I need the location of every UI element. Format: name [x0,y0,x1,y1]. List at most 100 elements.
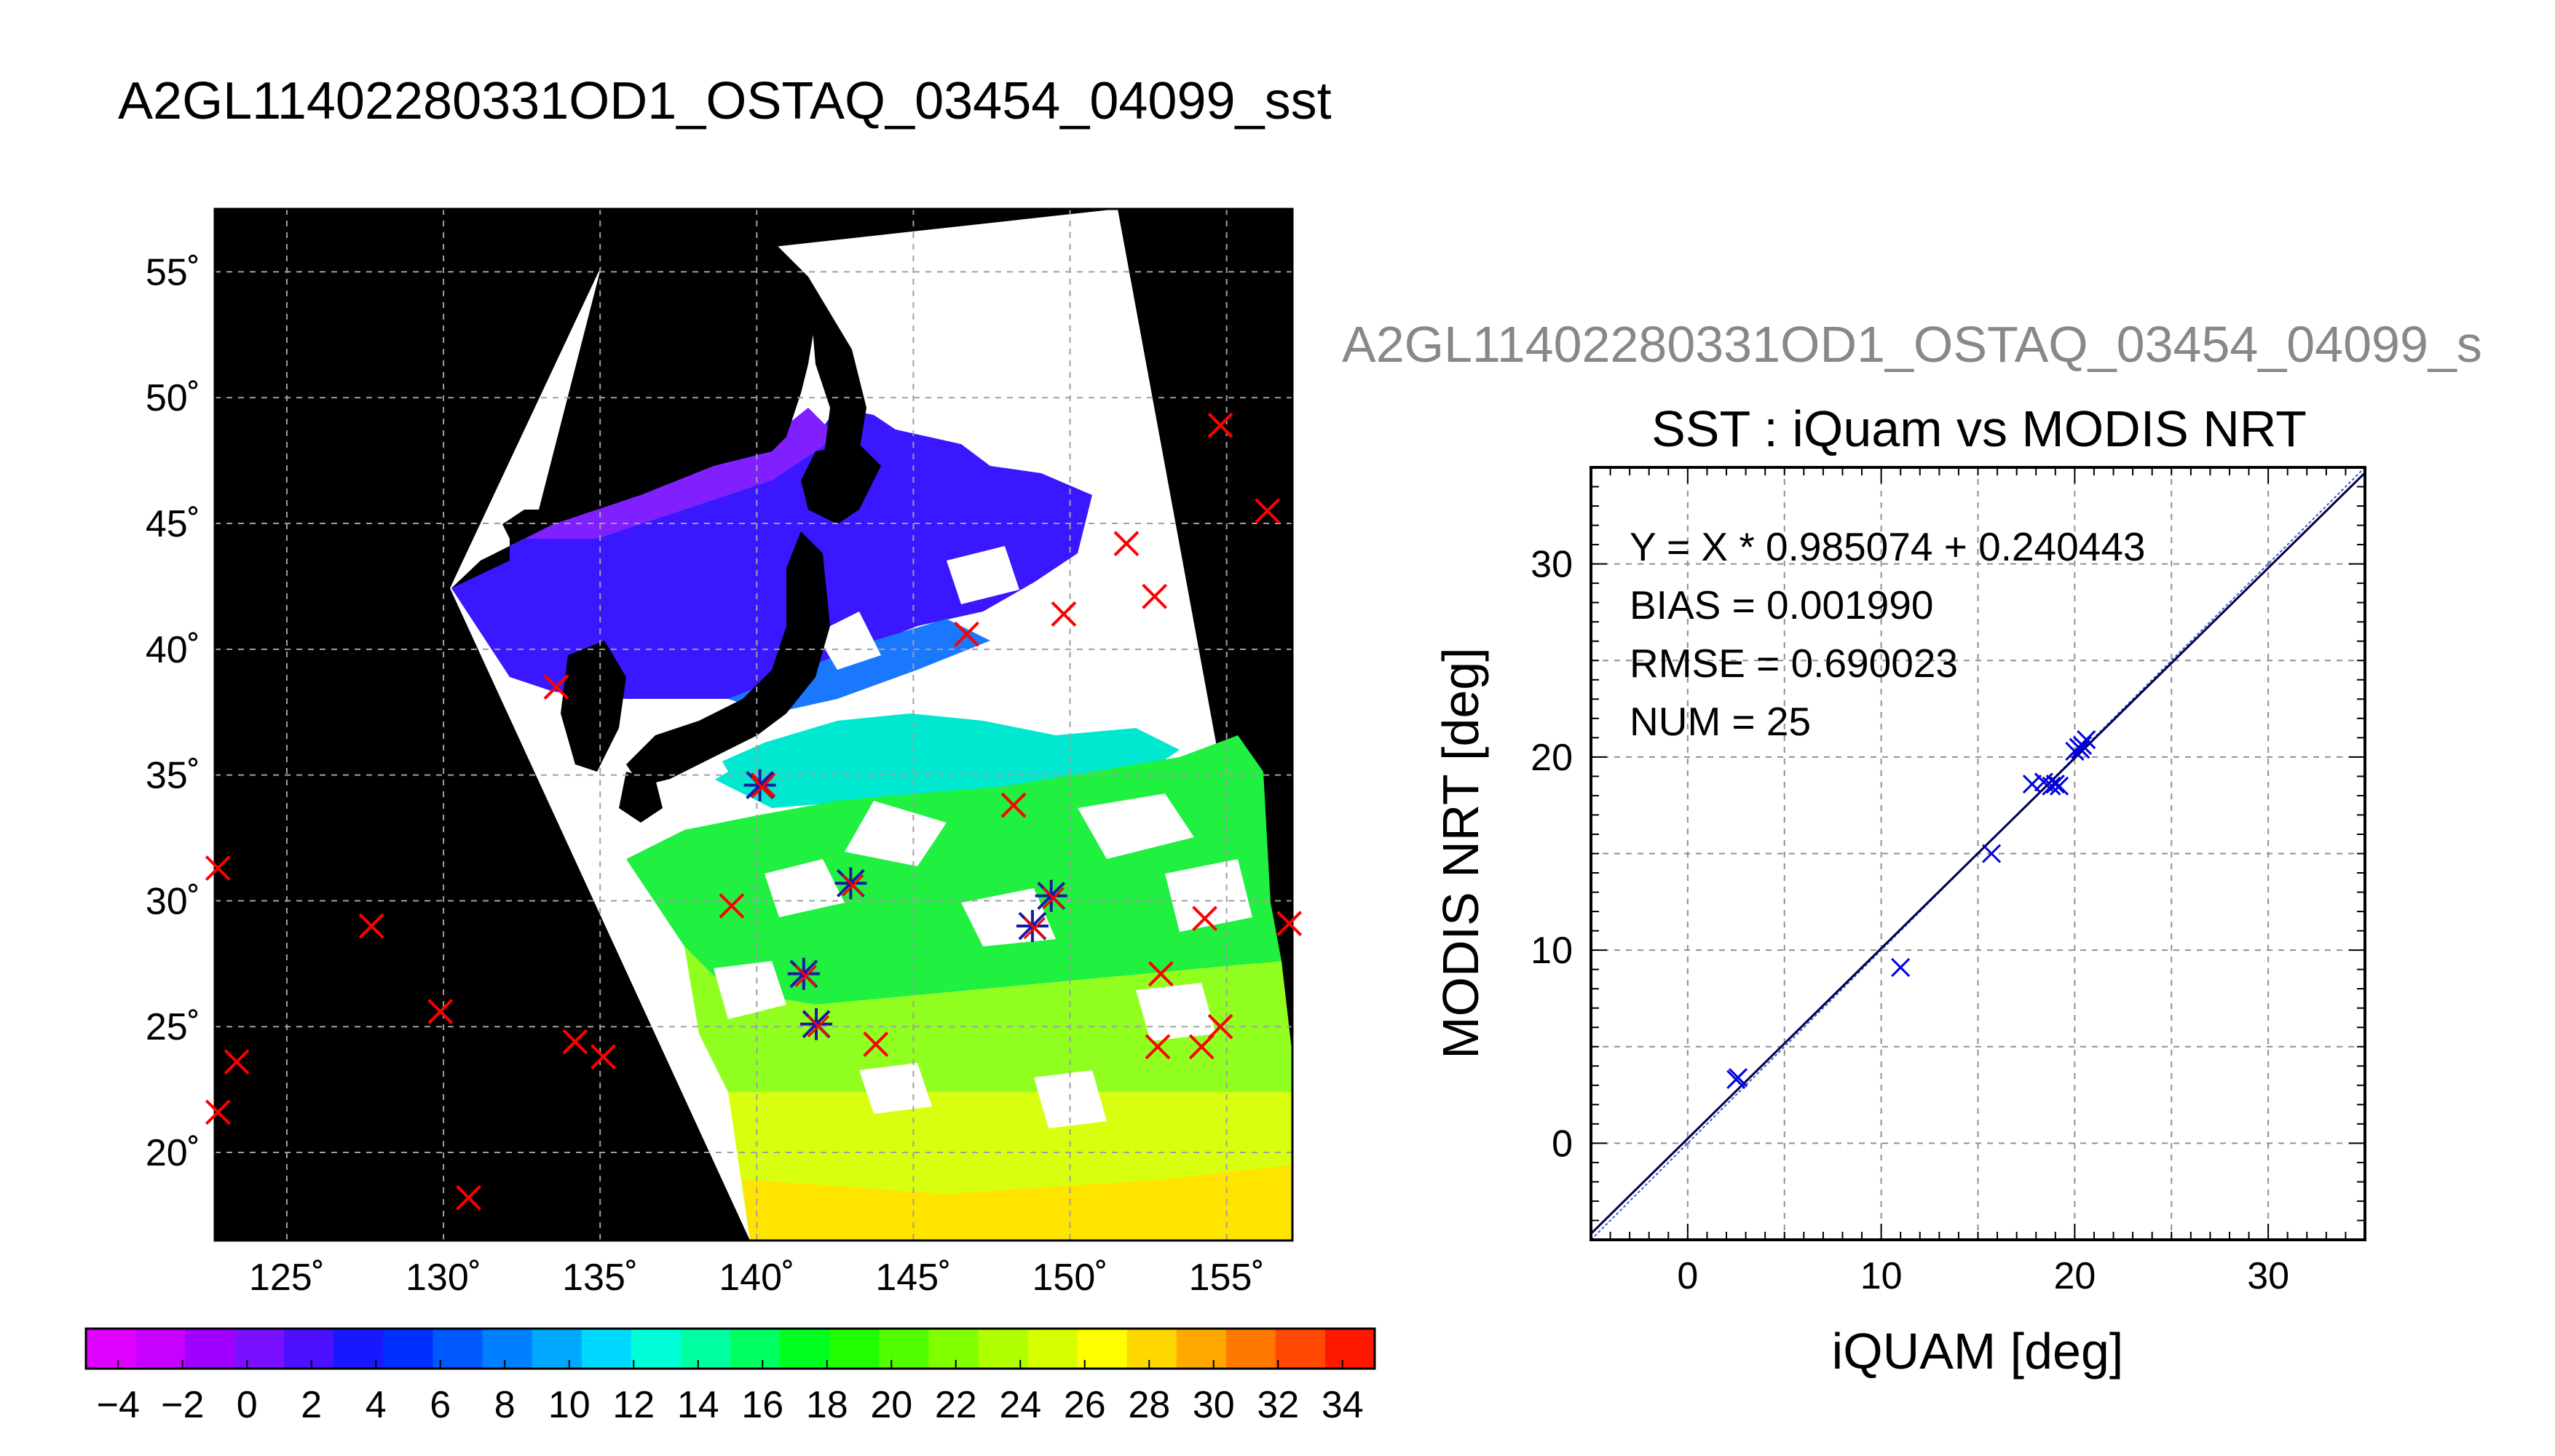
honshu [626,531,830,786]
matchup-markers [205,412,1303,1211]
scatter-point [2022,774,2042,794]
scatter-x-tick-label: 30 [2247,1255,2289,1297]
colorbar-tick-label: 4 [366,1384,387,1426]
matchup-marker [954,621,979,647]
colorbar-cell [1027,1329,1078,1369]
colorbar-tick-label: 32 [1257,1384,1299,1426]
matchup-marker [1207,1013,1233,1040]
page-title: A2GL11402280331OD1_OSTAQ_03454_04099_sst [118,72,1332,130]
colorbar-cell [532,1329,583,1369]
colorbar-tick-label: 12 [612,1384,655,1426]
colorbar-tick-label: 16 [741,1384,783,1426]
map-x-tick-label: 155˚ [1189,1257,1265,1299]
sst-region-yellow-warm [743,1165,1292,1241]
colorbar-tick-label: 0 [237,1384,258,1426]
matchup-marker [1207,412,1233,438]
map-x-tick-label: 135˚ [562,1257,638,1299]
colorbar-cell [482,1329,533,1369]
map-x-tick-label: 130˚ [406,1257,481,1299]
colorbar-tick-label: 20 [870,1384,912,1426]
map-y-tick-labels: 55˚ 50˚ 45˚ 40˚ 35˚ 30˚ 25˚ 20˚ [146,251,200,1174]
sst-region-north [451,408,1092,699]
map-y-tick-label: 30˚ [146,880,200,922]
scatter-point [2077,729,2096,750]
colorbar-tick-label: 28 [1128,1384,1170,1426]
scatter-point [1728,1068,1748,1088]
scatter-x-tick-label: 10 [1860,1255,1903,1297]
scatter-x-tick-label: 20 [2053,1255,2096,1297]
colorbar-cell [1176,1329,1227,1369]
map-y-tick-label: 55˚ [146,251,200,293]
matchup-marker [863,1032,889,1057]
fit-statistics: Y = X * 0.985074 + 0.240443 BIAS = 0.001… [1630,524,2146,744]
matchup-marker [1276,911,1303,936]
matchup-marker [1145,1034,1171,1060]
map-x-tick-label: 140˚ [719,1257,794,1299]
scatter-point [2050,776,2069,796]
colorbar-cell [631,1329,682,1369]
colorbar-cell [433,1329,483,1369]
matchup-marker [1051,601,1077,627]
map-frame [213,207,1294,1242]
map-y-tick-label: 40˚ [146,629,200,671]
colorbar-tick-label: −2 [161,1384,204,1426]
scatter-point [2042,776,2061,796]
matchup-marker [1113,531,1140,557]
scatter-point [1982,844,2002,863]
map-x-tick-labels: 125˚ 130˚ 135˚ 140˚ 145˚ 150˚ 155˚ [249,1257,1265,1299]
scatter-subtitle: A2GL11402280331OD1_OSTAQ_03454_04099_s [1342,316,2482,373]
map-x-tick-label: 125˚ [249,1257,325,1299]
colorbar-cell [1126,1329,1177,1369]
colorbar-tick-label: 10 [548,1384,591,1426]
stat-line-bias: BIAS = 0.001990 [1630,582,1933,628]
colorbar-cell [780,1329,830,1369]
sst-map: 125˚ 130˚ 135˚ 140˚ 145˚ 150˚ 155˚ 55˚ 50˚ 45˚ 40… [146,207,1303,1299]
colorbar-tick-label: −4 [97,1384,140,1426]
map-y-tick-label: 20˚ [146,1132,200,1174]
colorbar-tick-label: 2 [301,1384,322,1426]
scatter-x-tick-label: 0 [1677,1255,1698,1297]
matchup-marker [719,893,745,919]
matchup-marker [1042,887,1065,909]
matchup-marker [562,1029,588,1055]
colorbar-cell [680,1329,731,1369]
colorbar-tick-label: 6 [430,1384,451,1426]
kyushu [619,772,663,823]
colorbar-cell [185,1329,235,1369]
y-axis-label: MODIS NRT [deg] [1432,647,1489,1059]
matchup-marker [1255,498,1280,524]
x-axis-label: iQUAM [deg] [1832,1323,2124,1380]
map-x-tick-label: 150˚ [1032,1257,1107,1299]
scatter-y-tick-label: 20 [1531,737,1573,779]
colorbar-tick-label: 34 [1322,1384,1364,1426]
colorbar-tick-label: 22 [935,1384,977,1426]
scatter-y-tick-label: 30 [1531,544,1573,586]
colorbar-cell [730,1329,781,1369]
scatter-point [2071,740,2090,759]
colorbar-tick-label: 14 [677,1384,719,1426]
colorbar-tick-label: 26 [1064,1384,1106,1426]
matchup-marker [1148,961,1174,987]
map-x-tick-label: 145˚ [875,1257,951,1299]
colorbar-cell [928,1329,979,1369]
hokkaido [801,444,881,524]
colorbar-cell [879,1329,929,1369]
scatter-title: SST : iQuam vs MODIS NRT [1651,400,2307,457]
scatter-fit-lines [1590,467,2366,1241]
matchup-marker [591,1044,616,1070]
map-y-tick-label: 45˚ [146,503,200,545]
colorbar-cell [135,1329,186,1369]
regression-line [1590,472,2366,1235]
matchup-marker [427,999,454,1024]
matchup-marker [1192,906,1217,932]
matchup-marker [205,855,231,881]
colorbar-cell [1324,1329,1375,1369]
matchup-marker [1188,1034,1215,1060]
colorbar-tick-label: 30 [1193,1384,1235,1426]
colorbar-tick-label: 8 [494,1384,516,1426]
colorbar-cell [234,1329,285,1369]
colorbar-cell [1225,1329,1276,1369]
colorbar-cell [829,1329,880,1369]
matchup-marker [205,1099,231,1125]
matchup-marker [543,674,569,700]
